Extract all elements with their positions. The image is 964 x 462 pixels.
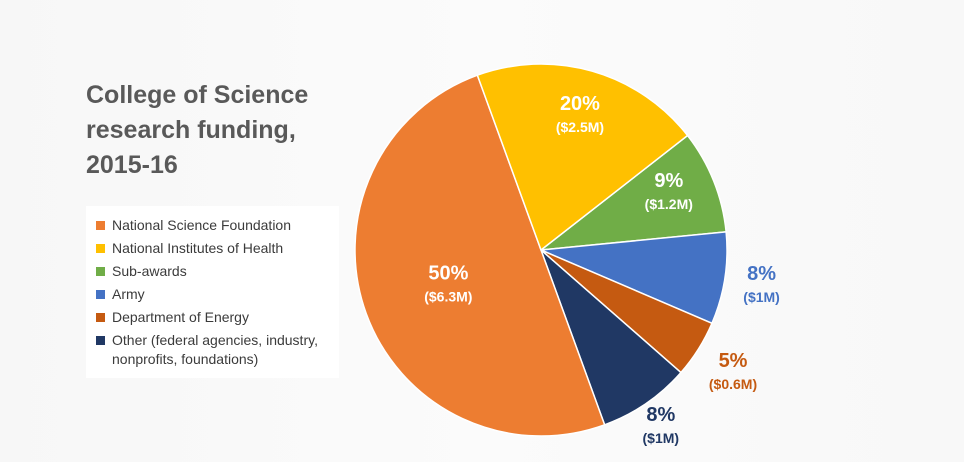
legend-label-other: Other (federal agencies, industry, nonpr… <box>112 331 340 369</box>
pie-label-amount-army: ($1M) <box>743 289 780 305</box>
legend-item-nsf: National Science Foundation <box>96 216 340 235</box>
pie-label-percent-other: 8% <box>646 404 675 426</box>
pie-slice-national-institutes-of-health <box>476 63 689 252</box>
chart-title: College of Science research funding, 201… <box>86 78 356 183</box>
chart-title-line-2: research funding, <box>86 116 296 144</box>
legend-swatch-other <box>96 336 105 345</box>
pie-label-amount-other: ($1M) <box>643 430 680 446</box>
pie-label-percent-national-institutes-of-health: 20% <box>560 93 600 115</box>
pie-slice-other <box>540 249 683 426</box>
legend-item-sub-awards: Sub-awards <box>96 262 340 281</box>
legend-label-sub-awards: Sub-awards <box>112 263 187 279</box>
legend: National Science Foundation National Ins… <box>86 206 339 378</box>
legend-swatch-doe <box>96 313 105 322</box>
pie-label-amount-department-of-energy: ($0.6M) <box>709 376 757 392</box>
legend-swatch-nsf <box>96 221 105 230</box>
pie-label-percent-sub-awards: 9% <box>654 170 683 192</box>
legend-label-army: Army <box>112 286 145 302</box>
legend-item-other: Other (federal agencies, industry, nonpr… <box>96 331 340 369</box>
pie-label-amount-national-science-foundation: ($6.3M) <box>424 289 472 305</box>
pie-slice-national-science-foundation <box>354 74 606 437</box>
legend-label-nsf: National Science Foundation <box>112 217 292 233</box>
chart-title-line-1: College of Science <box>86 81 309 109</box>
pie-slices <box>354 63 728 437</box>
legend-swatch-nih <box>96 244 105 253</box>
legend-item-doe: Department of Energy <box>96 308 340 327</box>
legend-label-nih: National Institutes of Health <box>112 240 284 256</box>
chart-title-line-3: 2015-16 <box>86 151 178 179</box>
pie-label-percent-national-science-foundation: 50% <box>428 263 468 285</box>
pie-label-percent-department-of-energy: 5% <box>719 350 748 372</box>
legend-label-other-line-1: Other (federal agencies, industry, <box>112 332 318 348</box>
legend-label-doe: Department of Energy <box>112 309 249 325</box>
pie-slice-army <box>540 231 728 325</box>
pie-labels: 9% ($1.2M) 8% ($1M) 5% ($0.6M) 8% ($1M) 50% ($6.3… <box>424 93 780 446</box>
legend-item-nih: National Institutes of Health <box>96 239 340 258</box>
legend-item-army: Army <box>96 285 340 304</box>
pie-label-percent-army: 8% <box>747 263 776 285</box>
pie-label-amount-national-institutes-of-health: ($2.5M) <box>556 119 604 135</box>
pie-slice-sub-awards <box>538 134 727 251</box>
legend-label-other-line-2: nonprofits, foundations) <box>112 351 259 367</box>
legend-swatch-sub-awards <box>96 267 105 276</box>
pie-label-amount-sub-awards: ($1.2M) <box>645 196 693 212</box>
legend-swatch-army <box>96 290 105 299</box>
